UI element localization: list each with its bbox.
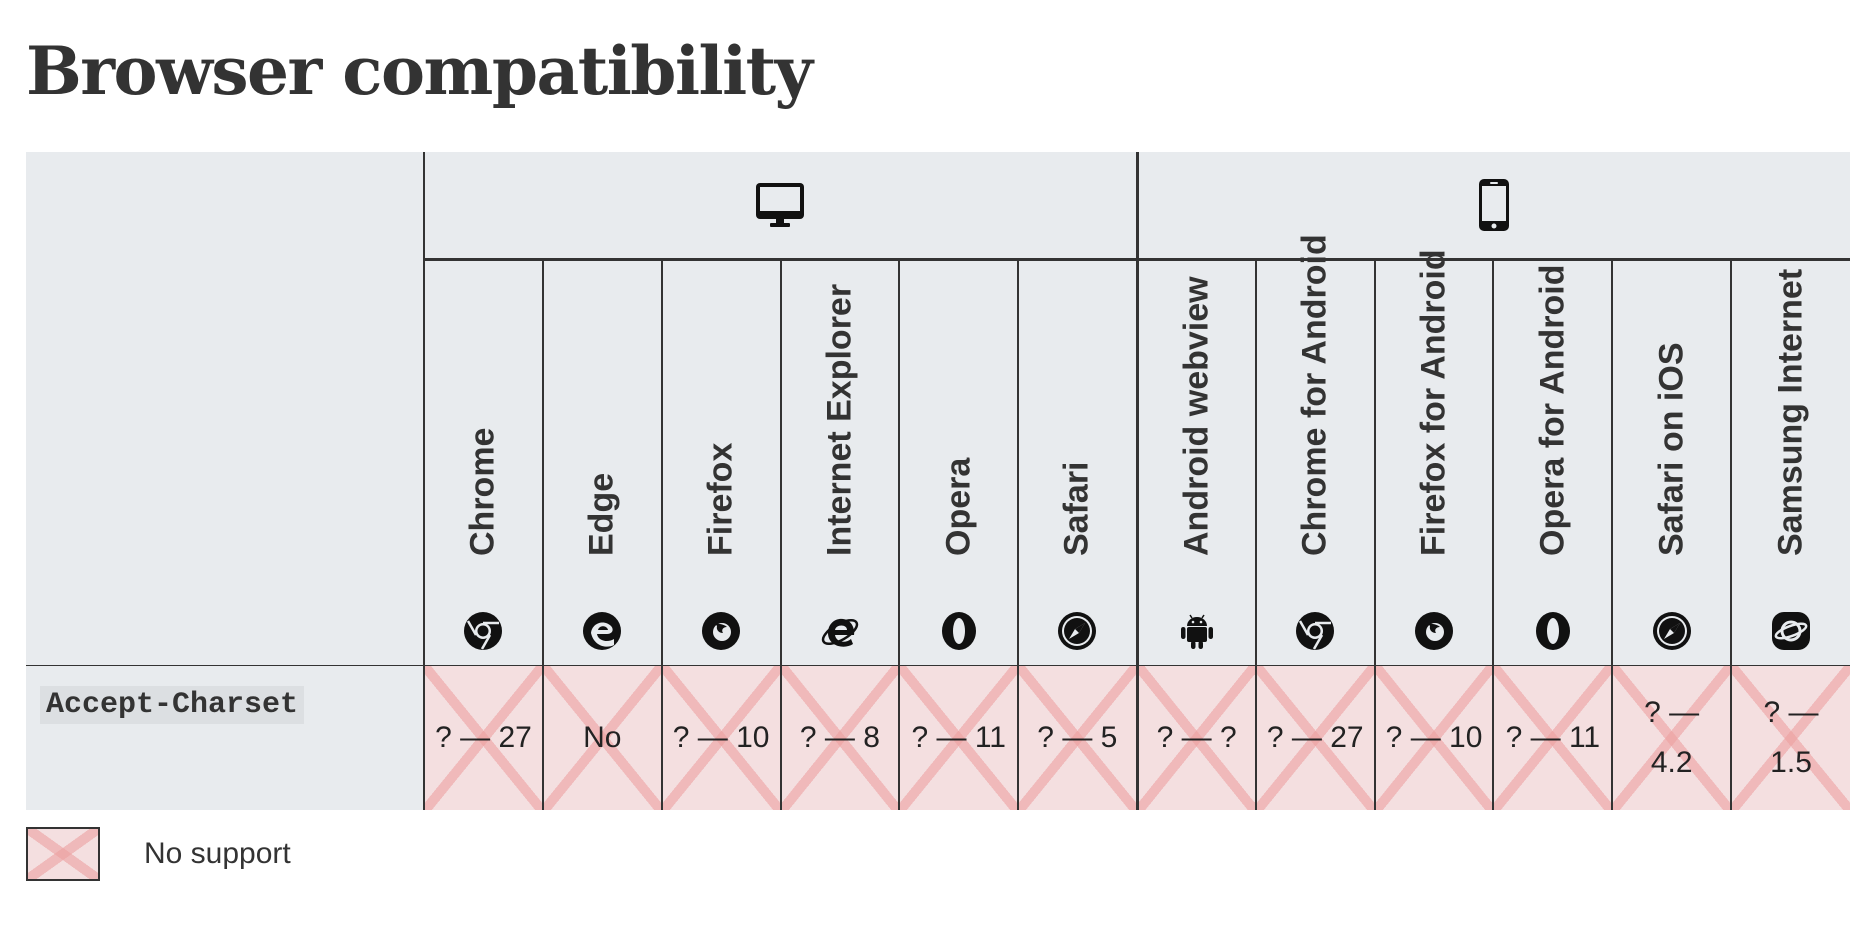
safari-icon: [1652, 611, 1692, 651]
opera-icon: [1533, 611, 1573, 651]
table-row: Accept-Charset ? — 27 No ? — 10 ? — 8 ? …: [26, 665, 1850, 810]
support-cell[interactable]: ? — 10: [1373, 665, 1494, 810]
browser-name: Chrome for Android: [1295, 234, 1334, 556]
browser-name: Chrome: [463, 427, 502, 556]
browser-header-opera-android: Opera for Android: [1492, 259, 1613, 666]
support-value: ? — 11: [1505, 721, 1601, 754]
mobile-phone-icon: [1479, 179, 1510, 231]
browser-header-chrome: Chrome: [423, 259, 543, 666]
browser-name: Opera for Android: [1533, 264, 1572, 556]
browser-name: Opera: [939, 457, 978, 556]
browser-header-samsung-internet: Samsung Internet: [1730, 259, 1850, 666]
browser-header-safari: Safari: [1017, 259, 1138, 666]
support-cell[interactable]: ? — 27: [1254, 665, 1375, 810]
support-value: ? — 27: [435, 721, 532, 754]
support-value: ? — 5: [1037, 721, 1118, 754]
browser-header-internet-explorer: Internet Explorer: [779, 259, 900, 666]
browser-header-firefox-android: Firefox for Android: [1373, 249, 1494, 666]
browser-name: Safari on iOS: [1652, 342, 1691, 557]
edge-icon: [582, 611, 622, 651]
support-value: ? — 10: [1385, 721, 1483, 754]
safari-icon: [1057, 611, 1097, 651]
support-cell[interactable]: ? — 11: [898, 665, 1019, 810]
no-support-swatch: [26, 827, 100, 881]
browser-header-chrome-android: Chrome for Android: [1254, 234, 1375, 666]
browser-header-safari-ios: Safari on iOS: [1611, 259, 1732, 666]
feature-code[interactable]: Accept-Charset: [40, 686, 305, 724]
firefox-icon: [1414, 611, 1454, 651]
browser-row: Chrome Edge Firefox Internet Explorer: [26, 234, 1850, 666]
internet-explorer-icon: [820, 611, 860, 651]
platform-desktop: [423, 152, 1138, 261]
browser-name: Samsung Internet: [1771, 268, 1810, 556]
support-cell[interactable]: ? — 27: [423, 665, 543, 810]
android-icon: [1177, 611, 1217, 651]
browser-name: Edge: [582, 472, 621, 556]
support-cell[interactable]: ? — ?: [1135, 665, 1256, 810]
browser-name: Android webview: [1177, 276, 1216, 556]
support-value: ? — 4.2: [1644, 696, 1700, 779]
support-cell[interactable]: ? — 8: [779, 665, 900, 810]
support-value: ? — 1.5: [1763, 696, 1819, 779]
support-cell[interactable]: ? — 10: [660, 665, 781, 810]
legend: No support: [26, 826, 291, 882]
support-value: ? — 10: [672, 721, 770, 754]
support-value: ? — ?: [1156, 721, 1237, 754]
support-cell[interactable]: ? — 4.2: [1611, 665, 1732, 810]
opera-icon: [939, 611, 979, 651]
support-value: No: [583, 721, 622, 754]
browser-header-opera: Opera: [898, 259, 1019, 666]
legend-label: No support: [144, 837, 291, 870]
browser-name: Internet Explorer: [820, 283, 859, 556]
browser-header-edge: Edge: [541, 259, 662, 666]
compat-table: Chrome Edge Firefox Internet Explorer: [26, 152, 1850, 810]
browser-name: Firefox for Android: [1414, 249, 1453, 556]
firefox-icon: [701, 611, 741, 651]
browser-header-android-webview: Android webview: [1135, 259, 1256, 666]
chrome-icon: [1295, 611, 1335, 651]
support-cell[interactable]: ? — 5: [1017, 665, 1138, 810]
support-value: ? — 27: [1266, 721, 1364, 754]
feature-name: Accept-Charset: [26, 665, 425, 810]
support-cell[interactable]: ? — 1.5: [1730, 665, 1850, 810]
browser-name: Firefox: [701, 442, 740, 556]
desktop-monitor-icon: [756, 183, 805, 227]
table-corner: [26, 152, 425, 666]
browser-name: Safari: [1057, 461, 1096, 557]
support-cell[interactable]: No: [541, 665, 662, 810]
platform-row: [26, 152, 1850, 666]
platform-mobile: [1135, 152, 1850, 261]
page-title: Browser compatibility: [26, 32, 813, 110]
support-cell[interactable]: ? — 11: [1492, 665, 1613, 810]
support-value: ? — 11: [911, 721, 1006, 754]
browser-header-firefox: Firefox: [660, 259, 781, 666]
chrome-icon: [463, 611, 503, 651]
support-value: ? — 8: [799, 721, 880, 754]
samsung-internet-icon: [1771, 611, 1811, 651]
